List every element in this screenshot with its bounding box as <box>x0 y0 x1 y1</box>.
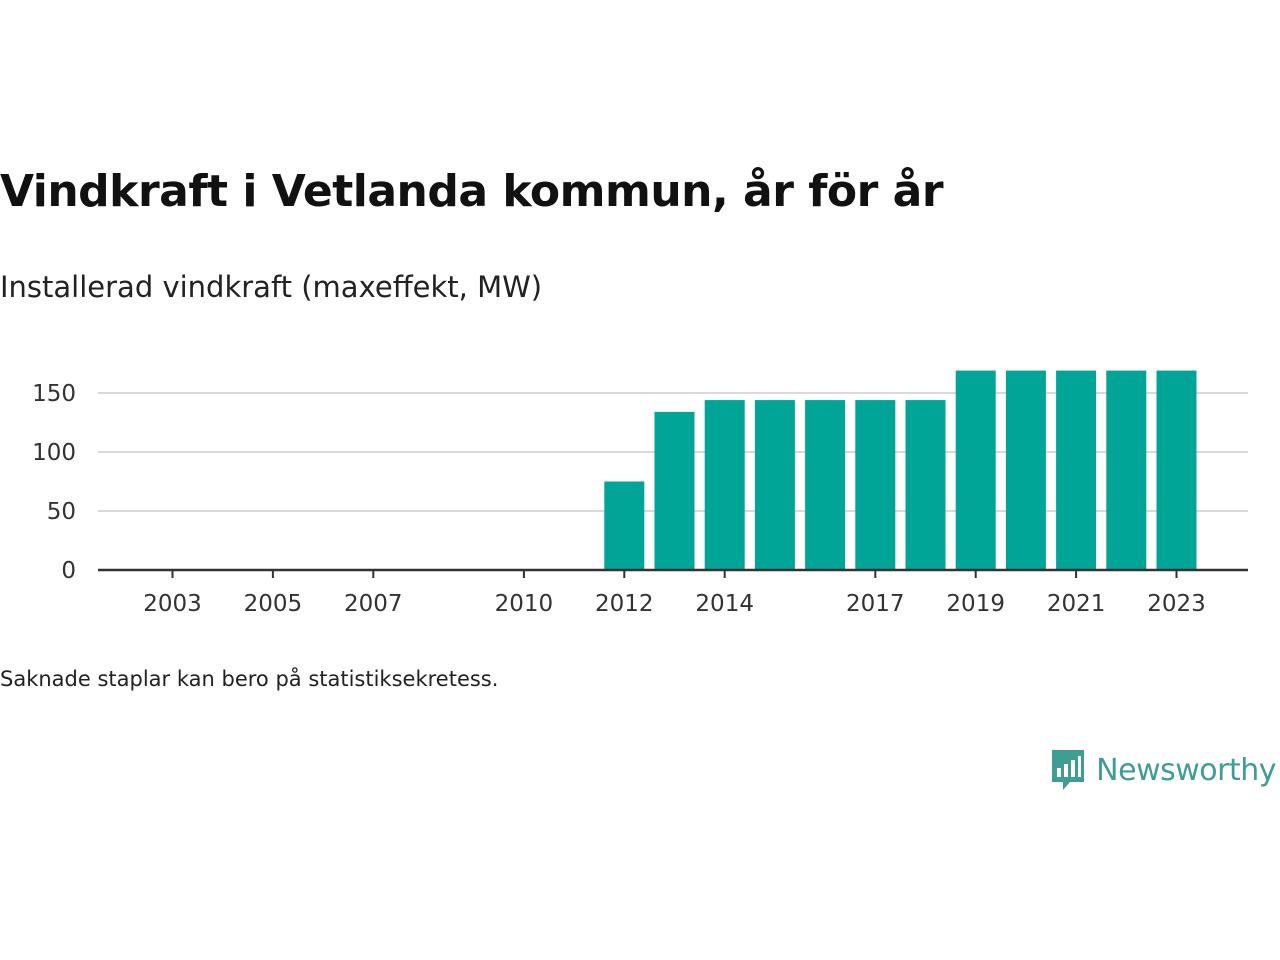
y-tick-labels: 0 50 100 150 <box>32 381 76 584</box>
brand-logo: Newsworthy <box>1050 748 1276 792</box>
bar-2023 <box>1156 370 1197 570</box>
newsworthy-logo-icon <box>1052 750 1085 790</box>
bar-2015 <box>754 400 795 570</box>
x-tick-label: 2021 <box>1047 591 1106 617</box>
x-tick-label: 2005 <box>244 591 303 617</box>
x-tick-label: 2012 <box>595 591 654 617</box>
x-tick-labels: 2003 2005 2007 2010 2012 2014 2017 2019 2021 2023 <box>143 570 1206 617</box>
x-tick-label: 2003 <box>143 591 202 617</box>
x-tick-label: 2007 <box>344 591 403 617</box>
chart-title: Vindkraft i Vetlanda kommun, år för år <box>0 166 944 217</box>
bar-2018 <box>905 400 946 570</box>
bar-2019 <box>955 370 996 570</box>
footnote: Saknade staplar kan bero på statistiksek… <box>0 667 499 691</box>
x-tick-label: 2023 <box>1147 591 1206 617</box>
bars <box>604 370 1197 570</box>
x-tick-label: 2010 <box>495 591 554 617</box>
bar-2014 <box>704 400 745 570</box>
bar-2013 <box>654 411 695 570</box>
bar-2020 <box>1005 370 1046 570</box>
y-tick-label: 0 <box>61 558 76 584</box>
bar-2022 <box>1106 370 1147 570</box>
y-tick-label: 100 <box>32 440 76 466</box>
y-tick-label: 150 <box>32 381 76 407</box>
bar-2021 <box>1056 370 1097 570</box>
chart-subtitle: Installerad vindkraft (maxeffekt, MW) <box>0 270 543 304</box>
bar-2017 <box>855 400 896 570</box>
bar-2016 <box>805 400 846 570</box>
brand-name: Newsworthy <box>1096 752 1276 788</box>
bar-2012 <box>604 481 645 570</box>
x-tick-label: 2019 <box>946 591 1005 617</box>
y-tick-label: 50 <box>47 499 76 525</box>
x-tick-label: 2014 <box>695 591 754 617</box>
x-tick-label: 2017 <box>846 591 905 617</box>
